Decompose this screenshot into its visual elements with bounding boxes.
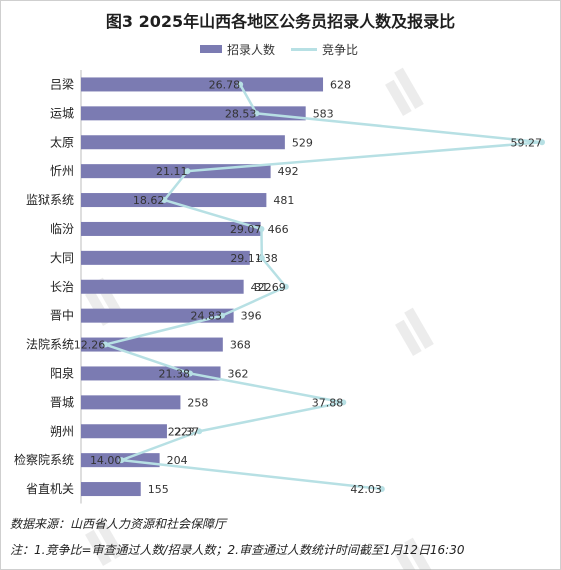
bar-value-label: 492 [278, 165, 299, 178]
legend: 招录人数 竞争比 [200, 40, 358, 58]
bar-value-label: 466 [268, 223, 289, 236]
bar [81, 135, 285, 150]
ratio-point [187, 370, 194, 377]
category-label: 阳泉 [50, 366, 74, 380]
category-label: 忻州 [50, 164, 74, 178]
bar-value-label: 396 [241, 310, 262, 323]
bar-value-label: 628 [330, 78, 351, 91]
category-label: 朔州 [50, 423, 74, 438]
ratio-value-label: 18.62 [133, 194, 165, 207]
ratio-point [161, 197, 168, 204]
ratio-point [258, 254, 265, 261]
bar [81, 193, 267, 208]
ratio-value-label: 24.83 [191, 310, 223, 323]
ratio-point [118, 457, 125, 464]
category-label: 大同 [50, 251, 74, 265]
ratio-point [378, 486, 385, 493]
ratio-value-label: 22.37 [168, 425, 200, 438]
bar [81, 221, 261, 236]
bar [81, 482, 141, 497]
ratio-value-label: 29.11 [230, 252, 262, 265]
ratio-value-label: 21.38 [159, 367, 191, 380]
bar [81, 395, 181, 410]
ratio-point [340, 399, 347, 406]
ratio-value-label: 37.88 [312, 396, 344, 409]
category-label: 运城 [50, 106, 74, 120]
category-label: 省直机关 [26, 482, 74, 496]
chart-title: 图3 2025年山西各地区公务员招录人数及报录比 [105, 12, 456, 31]
footer-note: 注：1.竞争比=审查通过人数/招录人数；2.审查通过人数统计时间截至1月12日1… [10, 543, 465, 557]
category-label: 监狱系统 [26, 193, 74, 207]
legend-bar-label: 招录人数 [227, 42, 276, 57]
ratio-value-label: 42.03 [350, 483, 382, 496]
bar-value-label: 481 [273, 194, 294, 207]
bar-value-label: 529 [292, 136, 313, 149]
ratio-value-label: 14.00 [90, 454, 122, 467]
ratio-point [539, 139, 545, 146]
ratio-point [102, 341, 109, 348]
ratio-value-label: 26.78 [209, 78, 241, 91]
footer-source: 数据来源：山西省人力资源和社会保障厅 [10, 517, 227, 531]
category-label: 法院系统 [26, 338, 74, 352]
ratio-value-label: 12.26 [74, 339, 106, 352]
bar [81, 424, 167, 439]
bar-value-label: 583 [313, 107, 334, 120]
category-label: 长治 [50, 280, 74, 294]
legend-line-swatch [291, 47, 318, 51]
bar [81, 250, 250, 265]
bar-value-label: 258 [187, 396, 208, 409]
ratio-value-label: 29.07 [230, 223, 262, 236]
category-label: 晋中 [50, 308, 74, 323]
bar [81, 106, 306, 121]
ratio-point [196, 428, 203, 435]
ratio-point [237, 81, 244, 88]
ratio-value-label: 31.69 [254, 281, 286, 294]
bar-value-label: 368 [230, 339, 251, 352]
bar [81, 366, 221, 381]
bar [81, 77, 324, 92]
legend-line-label: 竞争比 [322, 42, 359, 57]
ratio-point [258, 225, 265, 232]
category-label: 临汾 [50, 222, 74, 236]
legend-bar-swatch [200, 45, 222, 53]
category-label: 检察院系统 [14, 452, 74, 467]
category-label: 晋城 [50, 395, 74, 409]
bar [81, 279, 244, 294]
bar-value-label: 155 [148, 483, 169, 496]
category-label: 吕梁 [50, 76, 74, 91]
ratio-point [184, 168, 191, 175]
bar-value-label: 204 [167, 454, 188, 467]
ratio-point [219, 312, 226, 319]
bar [81, 308, 234, 323]
ratio-point [282, 283, 289, 290]
ratio-value-label: 59.27 [511, 136, 543, 149]
bar-value-label: 362 [228, 367, 249, 380]
ratio-point [253, 110, 260, 117]
ratio-value-label: 28.53 [225, 107, 257, 120]
bar-value-label: 422 [251, 281, 272, 294]
ratio-value-label: 21.11 [156, 165, 188, 178]
category-label: 太原 [50, 134, 74, 149]
